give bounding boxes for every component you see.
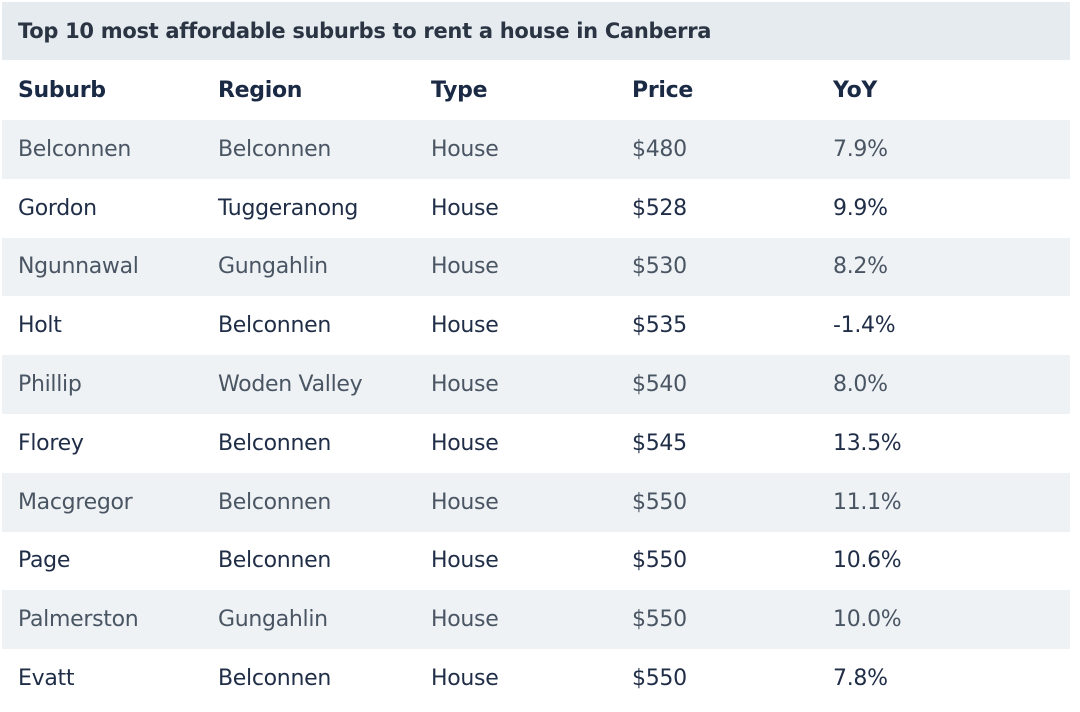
table-row: Gordon Tuggeranong House $528 9.9%: [2, 178, 1070, 238]
cell-type: House: [431, 666, 499, 692]
cell-yoy: 7.8%: [833, 666, 888, 692]
column-header-price: Price: [632, 77, 693, 103]
cell-price: $535: [632, 313, 687, 339]
cell-suburb: Belconnen: [18, 136, 131, 162]
cell-suburb: Evatt: [18, 666, 75, 692]
cell-suburb: Ngunnawal: [18, 254, 139, 280]
cell-price: $528: [632, 195, 687, 221]
cell-yoy: 8.0%: [833, 372, 888, 398]
column-header-region: Region: [218, 77, 303, 103]
cell-suburb: Gordon: [18, 195, 97, 221]
cell-price: $530: [632, 254, 687, 280]
cell-region: Belconnen: [218, 548, 331, 574]
cell-yoy: 10.6%: [833, 548, 902, 574]
table-row: Florey Belconnen House $545 13.5%: [2, 413, 1070, 473]
column-header-type: Type: [431, 77, 488, 103]
table-title: Top 10 most affordable suburbs to rent a…: [2, 2, 1070, 60]
cell-region: Belconnen: [218, 313, 331, 339]
table-row: Page Belconnen House $550 10.6%: [2, 531, 1070, 591]
cell-type: House: [431, 607, 499, 633]
cell-type: House: [431, 313, 499, 339]
cell-price: $550: [632, 607, 687, 633]
cell-region: Gungahlin: [218, 254, 328, 280]
table-row: Ngunnawal Gungahlin House $530 8.2%: [2, 237, 1070, 297]
cell-region: Belconnen: [218, 666, 331, 692]
cell-suburb: Page: [18, 548, 71, 574]
cell-price: $545: [632, 430, 687, 456]
cell-type: House: [431, 548, 499, 574]
table-row: Macgregor Belconnen House $550 11.1%: [2, 472, 1070, 532]
cell-region: Gungahlin: [218, 607, 328, 633]
cell-price: $550: [632, 548, 687, 574]
cell-price: $540: [632, 372, 687, 398]
cell-type: House: [431, 254, 499, 280]
cell-yoy: 10.0%: [833, 607, 902, 633]
cell-type: House: [431, 136, 499, 162]
cell-price: $550: [632, 489, 687, 515]
cell-region: Tuggeranong: [218, 195, 359, 221]
cell-type: House: [431, 195, 499, 221]
cell-region: Belconnen: [218, 430, 331, 456]
cell-yoy: 8.2%: [833, 254, 888, 280]
cell-yoy: -1.4%: [833, 313, 896, 339]
column-header-suburb: Suburb: [18, 77, 106, 103]
cell-yoy: 7.9%: [833, 136, 888, 162]
cell-yoy: 9.9%: [833, 195, 888, 221]
cell-region: Belconnen: [218, 136, 331, 162]
table-row: Phillip Woden Valley House $540 8.0%: [2, 355, 1070, 414]
cell-suburb: Palmerston: [18, 607, 139, 633]
cell-type: House: [431, 430, 499, 456]
column-header-yoy: YoY: [833, 77, 878, 103]
table-row: Evatt Belconnen House $550 7.8%: [2, 649, 1070, 708]
cell-yoy: 13.5%: [833, 430, 902, 456]
table-row: Holt Belconnen House $535 -1.4%: [2, 296, 1070, 356]
cell-type: House: [431, 372, 499, 398]
cell-price: $550: [632, 666, 687, 692]
table-row: Belconnen Belconnen House $480 7.9%: [2, 120, 1070, 179]
cell-suburb: Florey: [18, 430, 84, 456]
cell-region: Belconnen: [218, 489, 331, 515]
cell-suburb: Phillip: [18, 372, 82, 398]
table-row: Palmerston Gungahlin House $550 10.0%: [2, 590, 1070, 650]
cell-suburb: Macgregor: [18, 489, 133, 515]
cell-region: Woden Valley: [218, 372, 363, 398]
cell-price: $480: [632, 136, 687, 162]
cell-yoy: 11.1%: [833, 489, 902, 515]
cell-type: House: [431, 489, 499, 515]
table-header-row: Suburb Region Type Price YoY: [2, 60, 1070, 120]
cell-suburb: Holt: [18, 313, 62, 339]
rent-table: Suburb Region Type Price YoY Belconnen B…: [2, 60, 1070, 708]
